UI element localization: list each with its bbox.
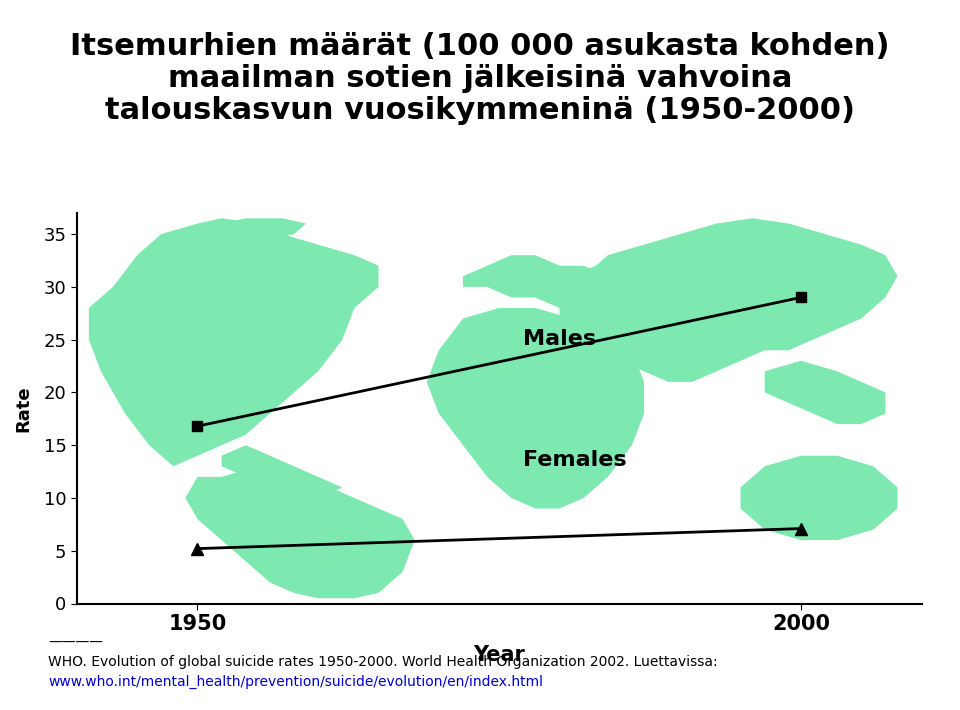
Text: maailman sotien jälkeisinä vahvoina: maailman sotien jälkeisinä vahvoina [168,64,792,93]
X-axis label: Year: Year [473,645,525,665]
Text: ————: ———— [48,635,103,650]
Polygon shape [740,456,898,540]
Polygon shape [222,445,343,498]
Text: WHO. Evolution of global suicide rates 1950-2000. World Health Organization 2002: WHO. Evolution of global suicide rates 1… [48,655,718,669]
Polygon shape [209,218,306,239]
Text: Females: Females [523,450,627,470]
Y-axis label: Rate: Rate [14,385,33,432]
Polygon shape [427,308,644,508]
Text: Itsemurhien määrät (100 000 asukasta kohden): Itsemurhien määrät (100 000 asukasta koh… [70,32,890,61]
Polygon shape [765,361,885,424]
Text: www.who.int/mental_health/prevention/suicide/evolution/en/index.html: www.who.int/mental_health/prevention/sui… [48,674,543,689]
Text: Males: Males [523,329,596,349]
Polygon shape [560,218,898,382]
Text: talouskasvun vuosikymmeninä (1950-2000): talouskasvun vuosikymmeninä (1950-2000) [105,96,855,125]
Polygon shape [185,466,415,599]
Polygon shape [89,218,378,466]
Polygon shape [463,255,620,308]
